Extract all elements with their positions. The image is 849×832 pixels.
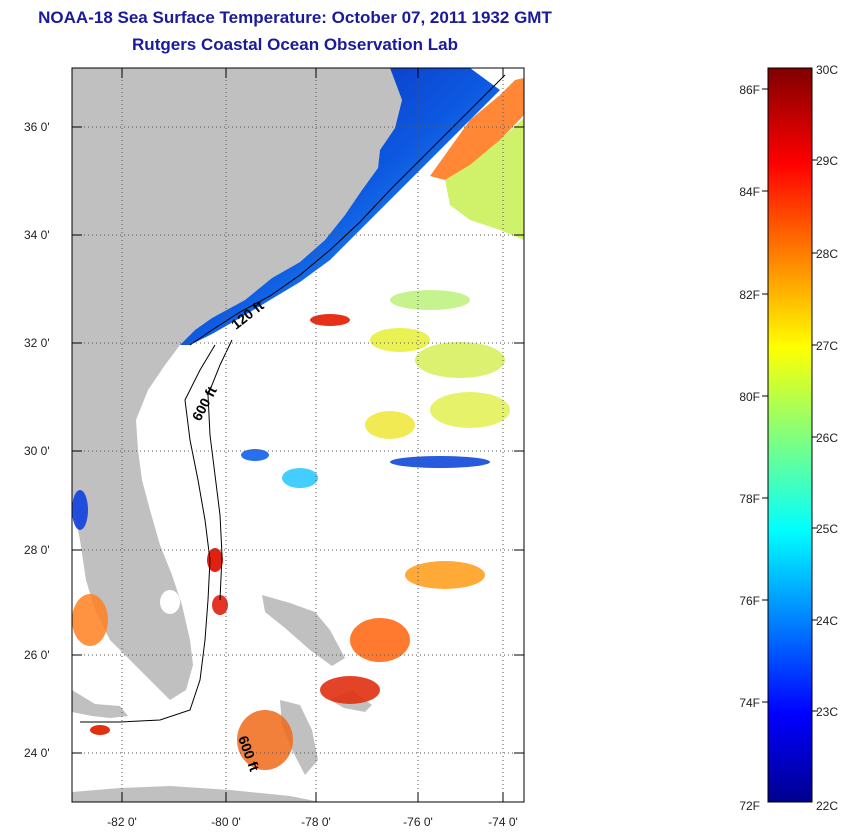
colorbar-c-30: 30C <box>816 63 838 77</box>
map-border <box>71 67 525 803</box>
keys-land <box>72 690 128 718</box>
sst-patches <box>72 290 510 770</box>
colorbar-fahrenheit-ticks <box>762 88 768 703</box>
colorbar-f-84: 84F <box>739 185 760 199</box>
andros-island <box>280 700 318 775</box>
map-subtitle: Rutgers Coastal Ocean Observation Lab <box>132 35 458 54</box>
lat-label-28: 28 0' <box>24 543 50 557</box>
colorbar-c-26: 26C <box>816 431 838 445</box>
lat-label-36: 36 0' <box>24 120 50 134</box>
colorbar-c-22: 22C <box>816 799 838 813</box>
colorbar-f-86: 86F <box>739 83 760 97</box>
lat-label-26: 26 0' <box>24 648 50 662</box>
colorbar-celsius-ticks <box>812 159 818 712</box>
lake <box>160 590 180 614</box>
offshore-sst <box>445 118 524 240</box>
lon-label-82: -82 0' <box>107 815 137 829</box>
colorbar-f-72: 72F <box>739 799 760 813</box>
colorbar-c-27: 27C <box>816 339 838 353</box>
colorbar-f-78: 78F <box>739 492 760 506</box>
colorbar-f-74: 74F <box>739 696 760 710</box>
lon-label-80: -80 0' <box>211 815 241 829</box>
graticule <box>72 68 524 802</box>
cuba-land <box>72 786 320 802</box>
gulf-stream-sst <box>430 78 524 180</box>
colorbar-f-76: 76F <box>739 594 760 608</box>
lat-label-24: 24 0' <box>24 746 50 760</box>
lon-label-78: -78 0' <box>301 815 331 829</box>
depth-contours <box>80 74 506 723</box>
lon-label-76: -76 0' <box>403 815 433 829</box>
colorbar-c-23: 23C <box>816 705 838 719</box>
map-title: NOAA-18 Sea Surface Temperature: October… <box>38 8 552 27</box>
colorbar-c-25: 25C <box>816 522 838 536</box>
colorbar-c-24: 24C <box>816 614 838 628</box>
axis-ticks <box>72 68 524 802</box>
lat-label-34: 34 0' <box>24 228 50 242</box>
colorbar <box>767 67 813 803</box>
colorbar-f-80: 80F <box>739 390 760 404</box>
colorbar-c-29: 29C <box>816 154 838 168</box>
land-mass <box>72 68 402 700</box>
nearshore-sst <box>180 68 500 345</box>
colorbar-f-82: 82F <box>739 288 760 302</box>
colorbar-c-28: 28C <box>816 247 838 261</box>
bahamas-island <box>262 595 345 666</box>
lat-label-30: 30 0' <box>24 444 50 458</box>
lat-label-32: 32 0' <box>24 336 50 350</box>
lon-label-74: -74 0' <box>488 815 518 829</box>
